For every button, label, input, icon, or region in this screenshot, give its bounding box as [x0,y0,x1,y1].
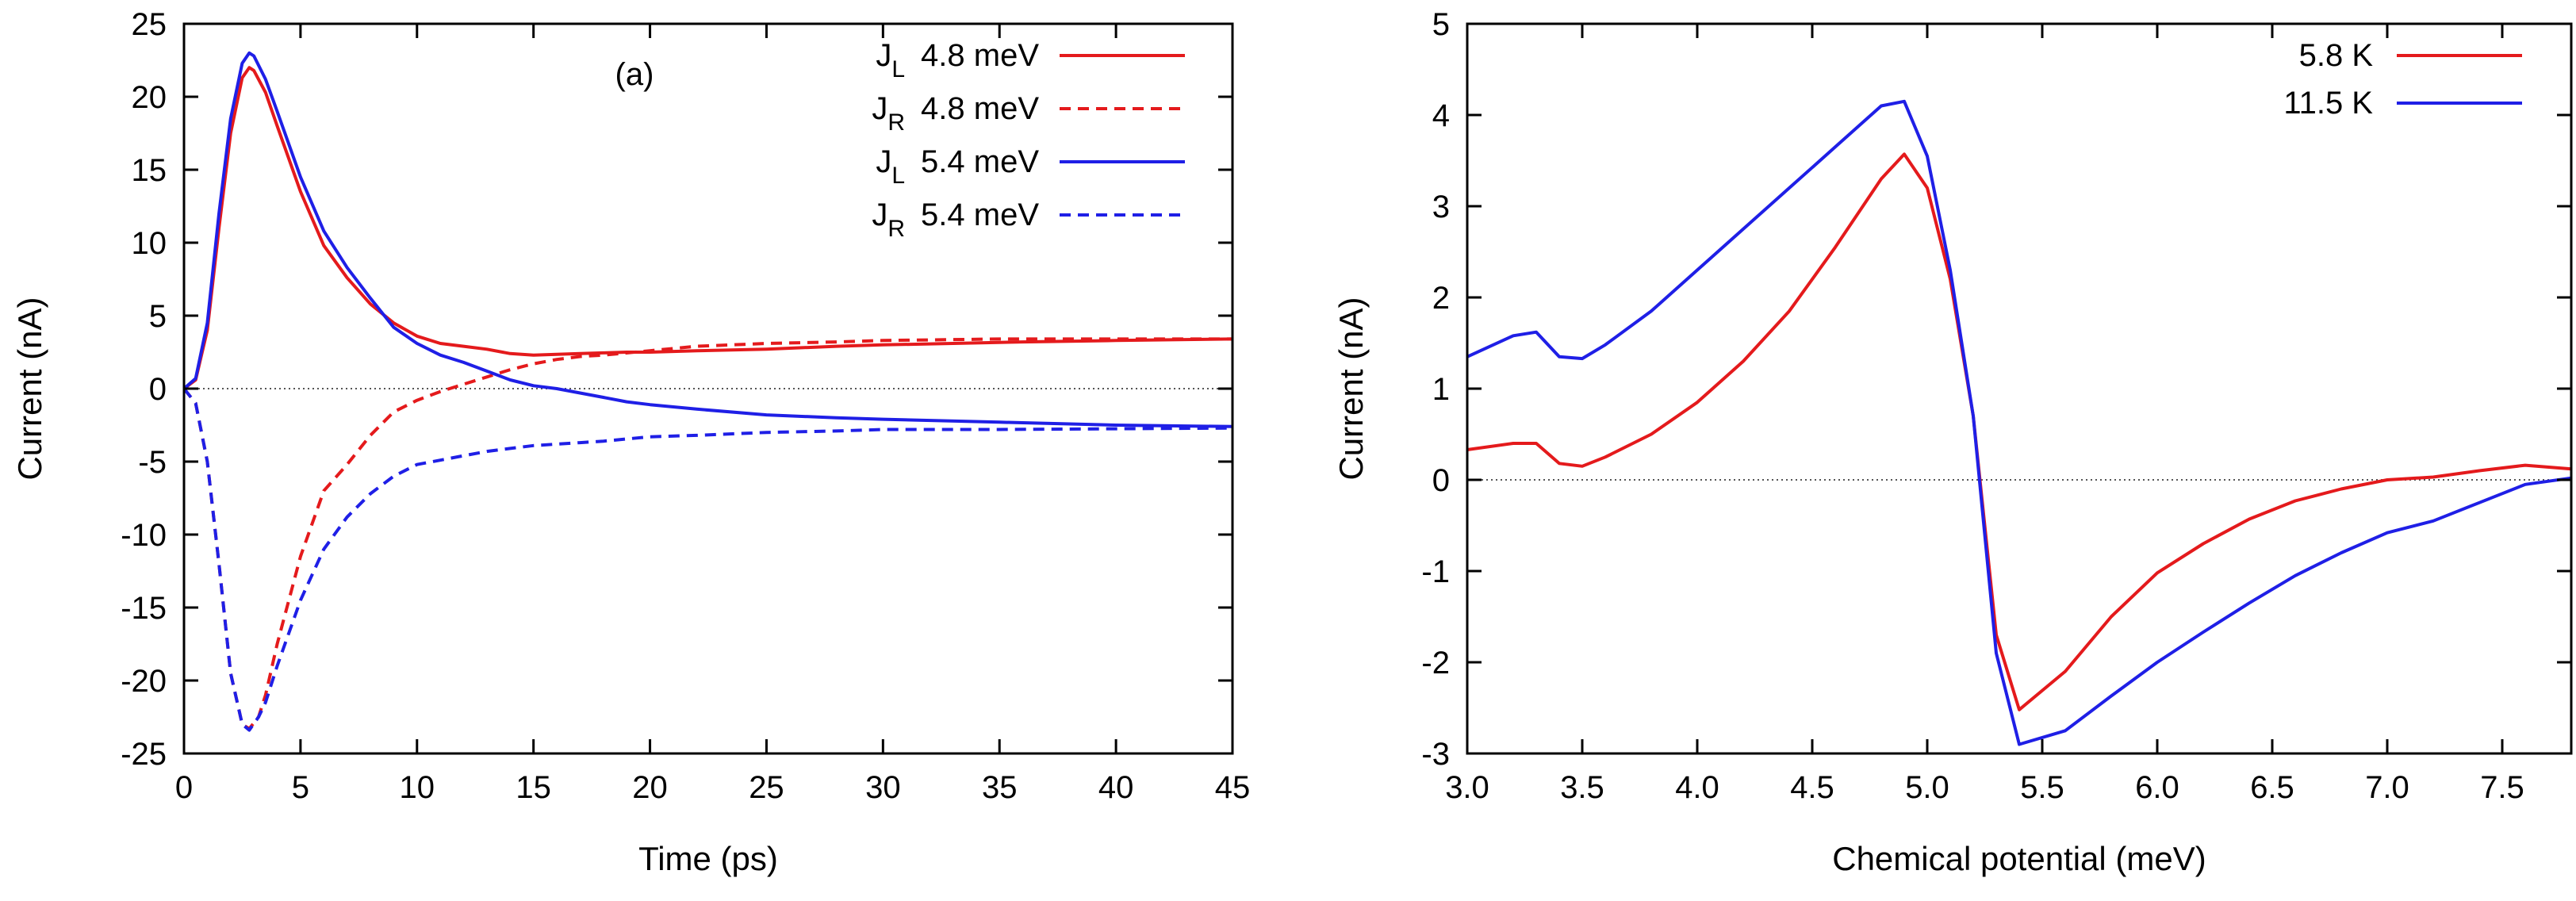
y-tick-label: -20 [121,664,167,699]
series-line-1 [182,337,1232,730]
y-tick-label: 3 [1432,190,1450,224]
y-tick-label: 2 [1432,281,1450,316]
x-tick-label: 6.5 [2250,770,2294,805]
x-tick-label: 25 [749,770,784,805]
x-tick-label: 5.5 [2020,770,2064,805]
y-tick-label: -25 [121,737,167,772]
y-axis-title: Current (nA) [1332,297,1370,480]
x-tick-label: 4.5 [1790,770,1834,805]
y-tick-label: 15 [132,153,167,188]
legend: 5.8 K 11.5 K [2283,38,2522,121]
legend-subscript: L [891,163,905,189]
legend-symbol: J [876,38,891,73]
legend-value: 5.4 meV [921,197,1039,232]
x-tick-label: 40 [1098,770,1134,805]
y-tick-label: -5 [138,445,167,480]
series-line-0 [1466,152,2572,711]
series-line-3 [182,387,1233,732]
series-line-1 [1466,99,2572,746]
legend-label: JL 4.8 meV [876,38,1039,82]
x-tick-label: 10 [400,770,435,805]
legend-subscript: L [891,56,905,82]
y-tick-label: 10 [132,226,167,261]
legend-value: 4.8 meV [921,91,1039,126]
y-tick-label: -10 [121,518,167,553]
plot-frame [1466,22,2573,755]
x-axis-title: Time (ps) [638,840,778,877]
legend-entry-0: JL 4.8 meV [876,38,1185,82]
panel-annotation: (a) [615,57,654,92]
legend-label: JR 4.8 meV [872,91,1039,136]
legend-symbol: J [872,91,887,126]
legend-entry-0: 5.8 K [2299,38,2522,73]
x-tick-label: 30 [865,770,901,805]
series-line-0 [182,66,1233,390]
legend-entry-3: JR 5.4 meV [872,197,1185,242]
x-tick-label: 5.0 [1905,770,1949,805]
y-tick-label: 4 [1432,98,1450,133]
y-tick-label: 20 [132,80,167,115]
y-tick-label: -2 [1421,646,1450,681]
legend-entry-1: 11.5 K [2283,86,2522,121]
y-tick-label: 25 [132,7,167,42]
y-tick-label: 5 [1432,7,1450,42]
x-tick-label: 6.0 [2135,770,2179,805]
x-tick-label: 35 [982,770,1018,805]
y-axis-title: Current (nA) [11,297,48,480]
y-tick-label: 1 [1432,372,1450,407]
legend-label: JR 5.4 meV [872,197,1039,242]
y-tick-label: 0 [1432,463,1450,498]
legend-label: 5.8 K [2299,38,2374,73]
x-tick-label: 7.0 [2365,770,2409,805]
y-tick-label: 0 [149,372,167,407]
series-line-2 [182,51,1233,428]
x-tick-label: 7.5 [2480,770,2524,805]
chart-panel-chemical-potential: 3.0 3.5 4.0 4.5 5.0 5.5 6.0 6.5 7.0 7.5 -3 -2 -1 0 1 2 3… [1332,7,2573,877]
legend-entry-2: JL 5.4 meV [876,144,1185,189]
legend-value: 5.4 meV [921,144,1039,179]
y-tick-label: 5 [149,299,167,334]
x-tick-label: 15 [516,770,551,805]
y-tick-label: -3 [1421,737,1450,772]
legend-value: 4.8 meV [921,38,1039,73]
x-tick-label: 5 [292,770,309,805]
legend-label: 11.5 K [2283,86,2373,121]
chart-panel-time: 0 5 10 15 20 25 30 35 40 45 -25 -20 -15 -10 -5 0 5 10 15 20… [11,7,1250,877]
x-tick-label: 20 [632,770,668,805]
y-tick-label: -15 [121,591,167,626]
y-tick-label: -1 [1421,554,1450,589]
legend-label: JL 5.4 meV [876,144,1039,189]
x-axis-title: Chemical potential (meV) [1832,840,2206,877]
x-tick-label: 4.0 [1675,770,1719,805]
legend-entry-1: JR 4.8 meV [872,91,1185,136]
x-tick-label: 0 [175,770,193,805]
legend-subscript: R [887,109,905,136]
x-tick-label: 3.5 [1560,770,1604,805]
legend-symbol: J [876,144,891,179]
x-tick-label: 3.0 [1445,770,1489,805]
legend-symbol: J [872,197,887,232]
legend-subscript: R [887,216,905,242]
x-tick-label: 45 [1215,770,1251,805]
